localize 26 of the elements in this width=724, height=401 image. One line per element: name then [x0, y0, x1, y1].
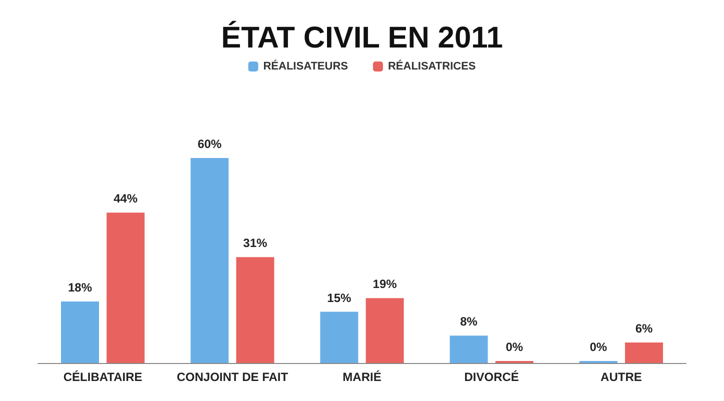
bar — [625, 342, 663, 363]
data-label: 0% — [590, 340, 608, 354]
bar — [236, 257, 274, 363]
data-label: 31% — [243, 236, 268, 250]
x-tick-label: DIVORCÉ — [464, 370, 519, 384]
chart-title: ÉTAT CIVIL EN 2011 — [221, 20, 503, 54]
bar — [366, 298, 404, 363]
bar — [190, 158, 229, 363]
x-tick-label: AUTRE — [600, 370, 642, 384]
legend-label: RÉALISATRICES — [388, 60, 476, 72]
x-tick-label: MARIÉ — [342, 370, 382, 384]
x-tick-label: CONJOINT DE FAIT — [176, 370, 289, 384]
bar — [320, 312, 358, 363]
bar — [61, 302, 99, 363]
legend-label: RÉALISATEURS — [263, 60, 348, 72]
data-label: 15% — [327, 290, 352, 305]
data-label: 60% — [198, 137, 222, 151]
x-tick-label: CÉLIBATAIRE — [63, 370, 142, 384]
data-label: 19% — [372, 277, 398, 292]
data-label: 8% — [460, 314, 478, 329]
data-label: 18% — [68, 280, 92, 294]
bar — [106, 212, 145, 363]
data-label: 6% — [635, 322, 653, 336]
data-label: 0% — [506, 340, 524, 354]
bar — [450, 336, 488, 363]
data-label: 44% — [114, 192, 138, 206]
